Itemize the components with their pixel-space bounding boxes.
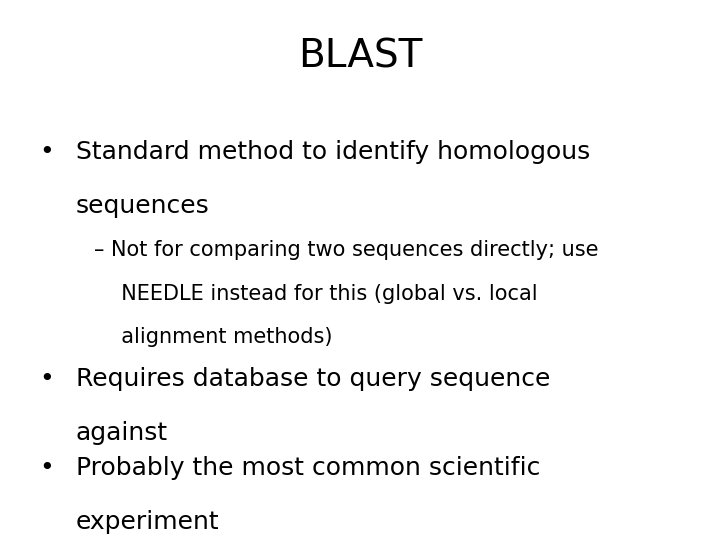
Text: BLAST: BLAST — [298, 38, 422, 76]
Text: Standard method to identify homologous: Standard method to identify homologous — [76, 140, 590, 164]
Text: against: against — [76, 421, 168, 445]
Text: •: • — [40, 456, 54, 480]
Text: Probably the most common scientific: Probably the most common scientific — [76, 456, 540, 480]
Text: •: • — [40, 140, 54, 164]
Text: •: • — [40, 367, 54, 391]
Text: NEEDLE instead for this (global vs. local: NEEDLE instead for this (global vs. loca… — [108, 284, 538, 303]
Text: Requires database to query sequence: Requires database to query sequence — [76, 367, 550, 391]
Text: experiment: experiment — [76, 510, 219, 534]
Text: – Not for comparing two sequences directly; use: – Not for comparing two sequences direct… — [94, 240, 598, 260]
Text: sequences: sequences — [76, 194, 210, 218]
Text: alignment methods): alignment methods) — [108, 327, 333, 347]
